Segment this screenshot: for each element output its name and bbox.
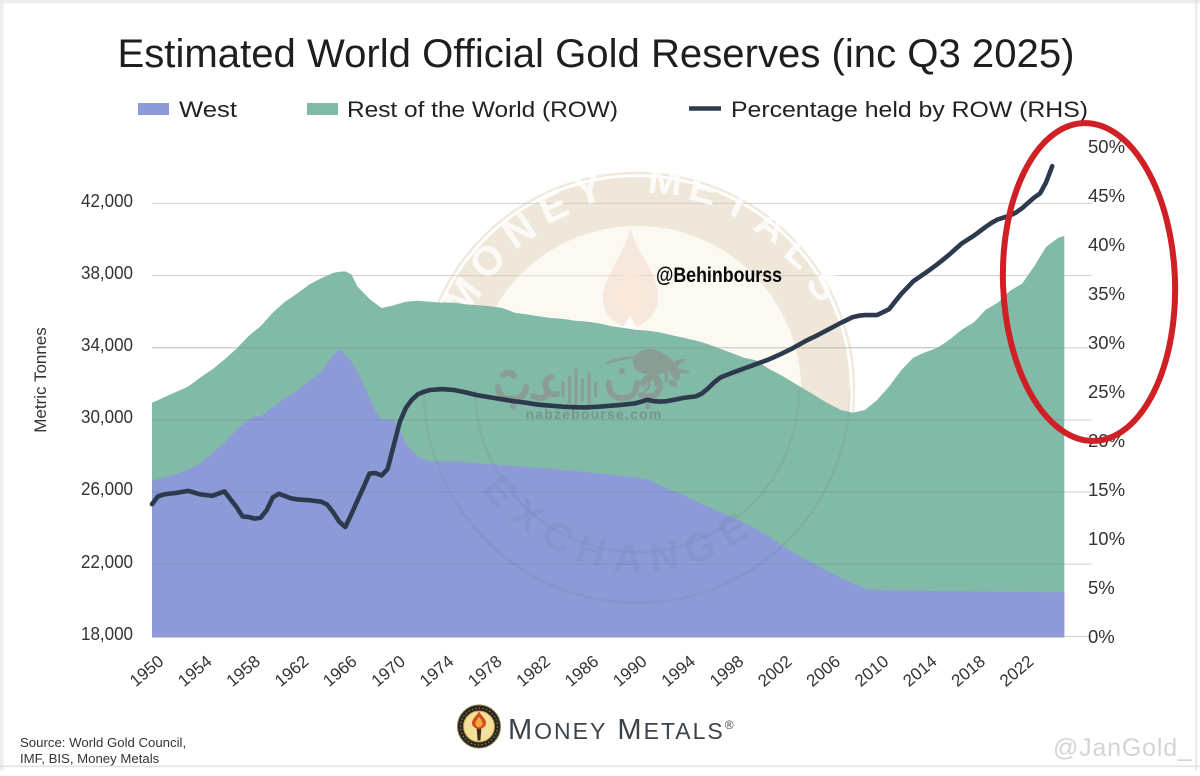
svg-text:25%: 25%: [1088, 381, 1125, 402]
svg-text:22,000: 22,000: [81, 551, 133, 572]
svg-text:0%: 0%: [1088, 626, 1115, 647]
svg-text:18,000: 18,000: [81, 623, 133, 644]
svg-text:30%: 30%: [1088, 332, 1125, 353]
svg-text:nabzebourse.com: nabzebourse.com: [525, 406, 662, 422]
svg-text:A: A: [612, 536, 644, 582]
svg-text:40%: 40%: [1088, 234, 1125, 255]
svg-text:42,000: 42,000: [81, 190, 133, 211]
svg-text:M: M: [646, 156, 684, 205]
svg-text:15%: 15%: [1088, 479, 1125, 500]
svg-text:Source: World Gold Council,: Source: World Gold Council,: [20, 735, 186, 750]
svg-text:34,000: 34,000: [81, 334, 133, 355]
svg-text:5%: 5%: [1088, 577, 1115, 598]
svg-text:@Behinbourss: @Behinbourss: [656, 264, 782, 287]
svg-text:50%: 50%: [1088, 136, 1125, 157]
svg-text:10%: 10%: [1088, 528, 1125, 549]
svg-text:N: N: [647, 534, 681, 581]
svg-text:Percentage held by ROW (RHS): Percentage held by ROW (RHS): [731, 97, 1088, 122]
svg-text:30,000: 30,000: [81, 406, 133, 427]
svg-text:IMF, BIS, Money Metals: IMF, BIS, Money Metals: [20, 751, 160, 766]
svg-text:Rest of the World (ROW): Rest of the World (ROW): [347, 97, 618, 122]
svg-text:Metric Tonnes: Metric Tonnes: [31, 327, 50, 433]
svg-text:Estimated World Official Gold: Estimated World Official Gold Reserves (…: [118, 32, 1075, 76]
svg-text:@JanGold_: @JanGold_: [1053, 734, 1193, 762]
svg-text:26,000: 26,000: [81, 478, 133, 499]
svg-text:45%: 45%: [1088, 185, 1125, 206]
svg-text:West: West: [179, 97, 237, 122]
svg-text:38,000: 38,000: [81, 262, 133, 283]
svg-text:35%: 35%: [1088, 283, 1125, 304]
svg-text:MONEY METALS®: MONEY METALS®: [508, 714, 736, 746]
